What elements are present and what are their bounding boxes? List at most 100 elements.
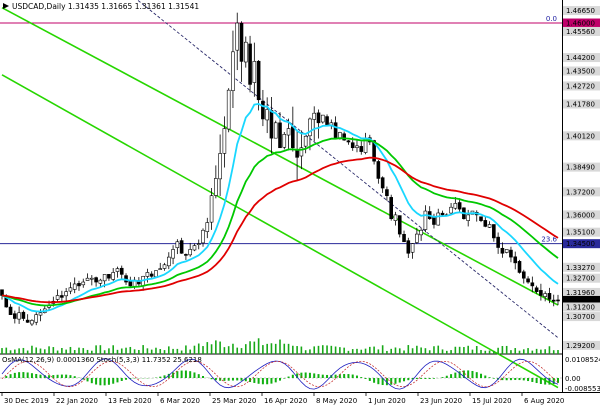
volume-bar [296, 346, 298, 354]
osma-bar [351, 374, 354, 378]
candle-body [171, 249, 175, 259]
candle-body [8, 306, 13, 315]
candle-body [389, 197, 394, 220]
candle-body [17, 312, 21, 320]
volume-bar [420, 347, 422, 354]
volume-bar [437, 345, 440, 354]
volume-bar [544, 349, 546, 354]
volume-bar [95, 345, 97, 354]
trend-channels[interactable] [1, 0, 559, 389]
candle-body [385, 189, 389, 197]
price-label-bg [563, 312, 600, 322]
channel-line-1 [1, 74, 559, 389]
volume-bar [22, 347, 25, 354]
osma-bar [287, 376, 290, 378]
osma-bar [279, 378, 281, 381]
candle-body [504, 249, 509, 253]
candle-body [98, 279, 103, 284]
candle-body [243, 41, 248, 63]
fib-label-1: 23.6 [541, 236, 557, 244]
osma-bar [377, 378, 380, 385]
volume-bar [159, 349, 162, 354]
candle-body [226, 89, 231, 130]
candle-body [179, 240, 184, 254]
candle-body [286, 128, 291, 136]
volume-bar [557, 350, 559, 354]
osma-bar [48, 375, 51, 378]
candle-body [269, 110, 274, 139]
osma-bar [475, 372, 478, 378]
osma-bar [43, 375, 46, 378]
volume-bar [176, 348, 179, 354]
volume-bar [321, 345, 324, 354]
candle-body [492, 224, 496, 239]
osma-bar [415, 378, 418, 380]
price-label-bg [563, 162, 600, 172]
price-label: 1.30700 [566, 313, 595, 321]
candle-body [423, 210, 428, 230]
candle-body [256, 60, 261, 101]
osma-bar [317, 374, 320, 378]
candle-body [539, 290, 543, 296]
volume-bar [356, 348, 358, 354]
osma-bar [527, 378, 530, 382]
osma-bar [411, 378, 414, 380]
price-label-bg [563, 287, 600, 297]
channel-line-0 [1, 6, 559, 306]
price-label-bg [563, 26, 600, 36]
volume-bar [257, 338, 260, 354]
volume-bar [424, 348, 427, 354]
candle-body [265, 109, 269, 121]
volume-bar [108, 348, 110, 354]
osma-bar [95, 378, 98, 385]
volume-bar [373, 346, 375, 354]
osma-bar [450, 374, 453, 378]
volume-bar [377, 349, 380, 354]
candle-body [419, 229, 423, 236]
osma-bar [22, 372, 25, 378]
volume-bar [292, 345, 294, 354]
volume-bar [180, 350, 183, 354]
candle-body [295, 149, 299, 158]
volume-bar [454, 346, 457, 354]
candle-body [402, 233, 406, 243]
volume-bar [138, 349, 140, 354]
osma-bar [407, 378, 410, 381]
osma-bar [193, 372, 196, 378]
price-label: 1.42720 [566, 82, 595, 90]
volume-bar [172, 348, 174, 354]
volume-bar [210, 344, 213, 354]
osma-bar [257, 378, 260, 384]
candle-body [397, 215, 402, 235]
volume-bar [548, 346, 551, 354]
osma-bar [180, 370, 183, 378]
price-label-bg [563, 262, 600, 272]
osma-bar [291, 374, 294, 378]
osma-bar [394, 378, 397, 384]
osma-bar [326, 374, 329, 378]
price-label: 1.41780 [566, 100, 595, 108]
osma-bar [364, 378, 367, 379]
candle-body [149, 273, 154, 277]
price-label: 1.33270 [566, 264, 595, 272]
price-label: 1.46650 [566, 7, 595, 15]
volume-bar [279, 339, 281, 354]
volume-bar [185, 345, 187, 354]
candle-body [299, 147, 304, 157]
candle-body [359, 146, 364, 152]
osma-bar [398, 378, 401, 383]
volume-bar [480, 349, 482, 354]
horizontal-levels: 0.0 23.6 [0, 15, 562, 245]
volume-bar [304, 350, 307, 354]
osma-bar [112, 378, 115, 384]
volume-bar [501, 346, 504, 354]
candle-body [196, 243, 201, 245]
volume-bar [249, 341, 251, 354]
volume-bar [48, 346, 50, 354]
osma-bar [313, 373, 316, 378]
volume-bar [236, 347, 239, 354]
osma-bar [236, 378, 239, 381]
indicator-scale-top: 0.0108524 [565, 356, 600, 364]
volume-bar [347, 350, 350, 354]
